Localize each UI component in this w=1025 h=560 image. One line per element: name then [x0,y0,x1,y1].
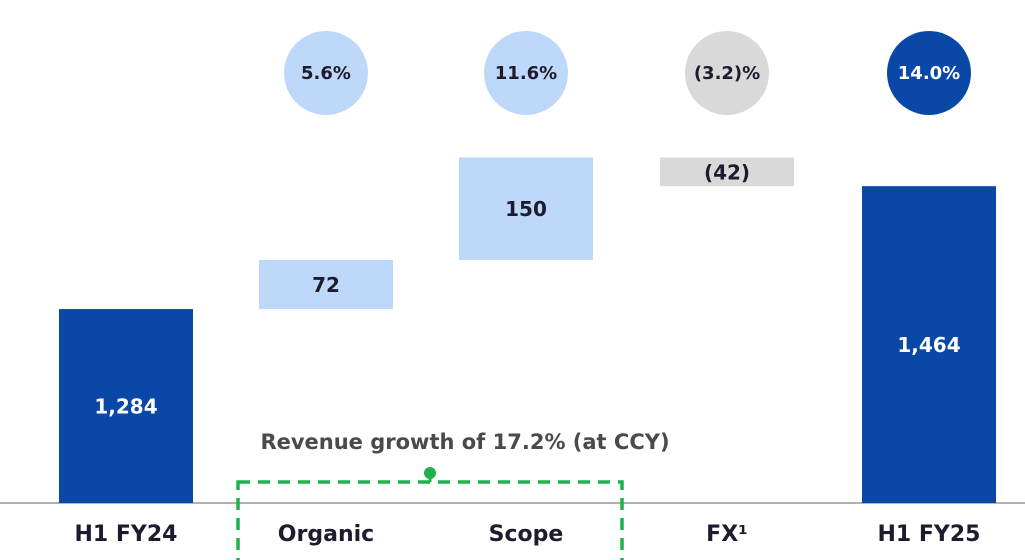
growth-label: 5.6% [301,63,351,84]
x-tick-label: FX¹ [706,522,748,547]
growth-bubble [685,31,769,115]
bar [862,186,996,503]
growth-bubble [484,31,568,115]
value-label: 1,464 [897,333,960,357]
bar [660,157,794,187]
growth-bubble [887,31,971,115]
bar [59,309,193,503]
x-tick-label: H1 FY24 [75,522,178,547]
value-label: (42) [704,160,750,184]
bar [259,259,393,310]
growth-label: 14.0% [898,63,960,84]
connector-dot [424,467,436,479]
annotation: Revenue growth of 17.2% (at CCY) [260,430,669,454]
x-tick-label: Scope [489,522,564,547]
growth-bubble [284,31,368,115]
growth-label: (3.2)% [694,63,760,84]
group-box [236,480,624,560]
x-tick-label: Organic [278,522,374,547]
value-label: 72 [312,273,340,297]
value-label: 1,284 [94,395,157,419]
x-tick-label: H1 FY25 [878,522,981,547]
value-label: 150 [505,197,547,221]
growth-label: 11.6% [495,63,557,84]
bar [459,157,593,260]
